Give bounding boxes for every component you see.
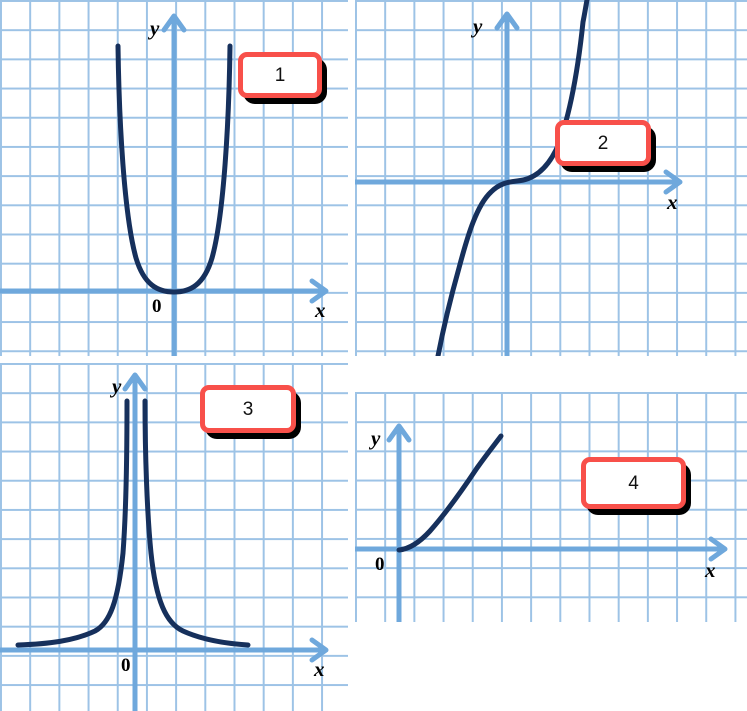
x-axis-arrow-icon (309, 278, 329, 304)
y-axis-arrow-icon (122, 372, 148, 392)
badge-panel-2[interactable]: 2 (555, 120, 656, 172)
y-axis-label-panel-3: y (112, 374, 122, 398)
y-axis-label-panel-2: y (473, 14, 483, 38)
badge-box: 4 (581, 457, 686, 509)
y-axis-label-panel-4: y (371, 426, 381, 450)
badge-panel-4[interactable]: 4 (581, 457, 691, 515)
panel-1: y x 0 1 (0, 0, 348, 356)
curve-panel-3-right (142, 398, 251, 648)
x-axis-arrow-icon (309, 637, 329, 663)
curve-panel-2 (435, 0, 590, 356)
y-axis-arrow-icon (494, 11, 520, 31)
panel-2: y x 2 (355, 0, 747, 356)
badge-box: 2 (555, 120, 651, 166)
plot-panel-2 (355, 0, 683, 356)
panel-3: y x 0 3 (0, 363, 348, 711)
x-axis-label-panel-3: x (314, 657, 325, 681)
origin-label-panel-3: 0 (121, 655, 131, 676)
y-axis-label-panel-1: y (150, 16, 160, 40)
badge-number: 4 (628, 472, 639, 494)
badge-number: 3 (242, 398, 254, 420)
badge-box: 3 (200, 385, 296, 433)
panel-4: y x 0 4 (355, 392, 747, 622)
origin-label-panel-4: 0 (375, 554, 385, 575)
grid-panel-2 (355, 0, 747, 356)
x-axis-label-panel-2: x (667, 190, 678, 214)
badge-number: 2 (597, 132, 609, 154)
x-axis-arrow-icon (663, 169, 683, 195)
badge-panel-1[interactable]: 1 (238, 52, 327, 104)
x-axis-label-panel-1: x (315, 298, 326, 322)
badge-panel-3[interactable]: 3 (200, 385, 301, 439)
y-axis-arrow-icon (386, 423, 412, 443)
badge-number: 1 (274, 64, 286, 86)
plot-panel-4 (355, 423, 728, 622)
curve-panel-3-left (15, 398, 130, 648)
x-axis-arrow-icon (708, 536, 728, 562)
plot-panel-1 (0, 13, 329, 356)
curve-panel-1 (115, 43, 233, 295)
plot-panel-3 (0, 372, 329, 711)
badge-box: 1 (238, 52, 322, 98)
origin-label-panel-1: 0 (152, 296, 162, 317)
x-axis-label-panel-4: x (705, 558, 716, 582)
curve-panel-4 (396, 433, 504, 553)
y-axis-arrow-icon (161, 13, 187, 33)
